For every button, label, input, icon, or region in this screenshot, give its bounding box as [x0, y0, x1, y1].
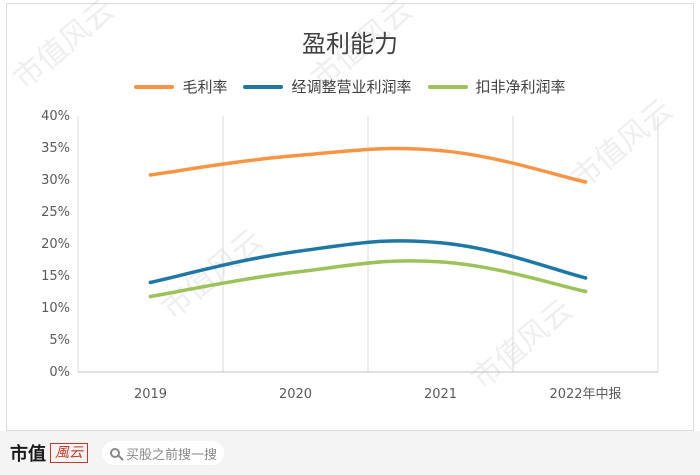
y-tick-label: 30% [41, 173, 70, 188]
y-tick-label: 15% [41, 269, 70, 284]
series-line-1 [148, 239, 588, 285]
chart-frame [6, 3, 694, 431]
legend-item-net-margin: 扣非净利润率 [427, 76, 566, 97]
logo-text: 市值 [10, 444, 46, 465]
y-tick-label: 10% [41, 301, 70, 316]
brand-logo: 市值 風云 [10, 440, 88, 466]
y-tick-label: 25% [41, 205, 70, 220]
line-chart: 0% 5% 10% 15% 20% 25% 30% 35% 40% 2019 2020 2021 202… [41, 109, 659, 402]
data-point [438, 240, 443, 245]
data-point [293, 249, 298, 254]
series-line-2 [148, 259, 588, 299]
logo-mark: 風云 [50, 443, 88, 463]
x-tick-label: 2022年中报 [549, 387, 621, 402]
legend-swatch [134, 84, 175, 89]
data-point [438, 148, 443, 153]
data-point [438, 260, 443, 264]
legend-item-gross-margin: 毛利率 [134, 76, 227, 97]
footer-bar: 市值 風云 买股之前搜一搜 [0, 431, 700, 475]
y-tick-label: 5% [49, 333, 70, 348]
search-box[interactable]: 买股之前搜一搜 [102, 441, 224, 465]
legend-swatch [427, 84, 468, 89]
y-tick-label: 0% [49, 365, 70, 380]
search-icon [110, 448, 120, 458]
search-placeholder: 买股之前搜一搜 [126, 447, 218, 463]
legend: 毛利率 经调整营业利润率 扣非净利润率 [0, 76, 700, 97]
data-point [293, 270, 298, 274]
data-point [293, 153, 298, 158]
data-point [148, 294, 153, 299]
x-tick-label: 2020 [279, 387, 312, 402]
y-tick-label: 35% [41, 141, 70, 156]
legend-label: 扣非净利润率 [475, 78, 566, 96]
series-line-0 [148, 146, 588, 184]
y-tick-label: 20% [41, 237, 70, 252]
data-point [583, 289, 588, 294]
legend-label: 毛利率 [182, 78, 228, 96]
data-point [148, 280, 153, 285]
legend-label: 经调整营业利润率 [291, 78, 412, 96]
data-point [583, 180, 588, 184]
x-tick-label: 2019 [134, 387, 167, 402]
y-tick-label: 40% [41, 109, 70, 124]
legend-swatch [243, 84, 284, 89]
legend-item-adjusted-operating-margin: 经调整营业利润率 [243, 76, 412, 97]
chart-title: 盈利能力 [302, 30, 398, 58]
data-point [148, 173, 153, 177]
x-tick-label: 2021 [424, 387, 457, 402]
data-point [583, 276, 588, 280]
